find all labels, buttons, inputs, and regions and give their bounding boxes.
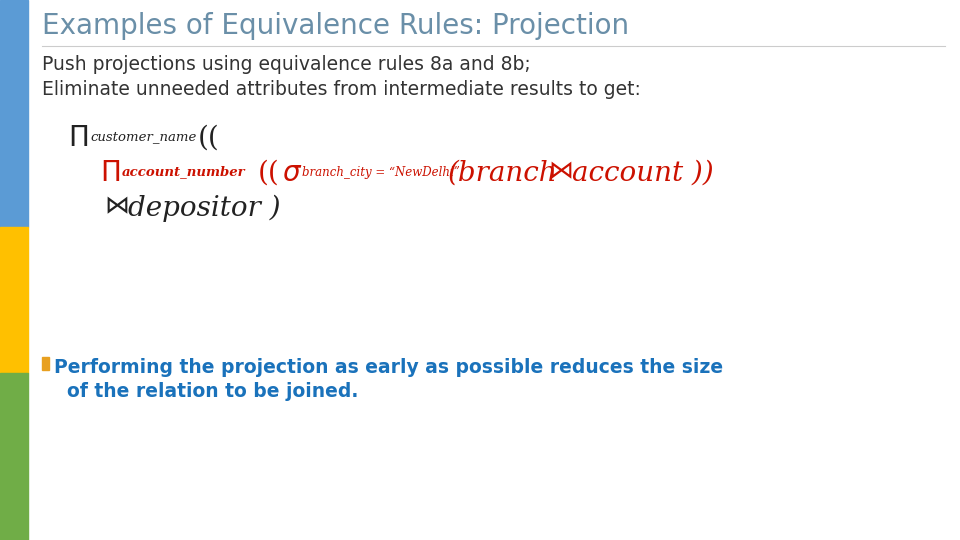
Text: (branch: (branch [448, 160, 558, 187]
Bar [0, 227, 28, 373]
Text: of the relation to be joined.: of the relation to be joined. [54, 382, 358, 401]
Bar [0, 0, 28, 227]
Bar [42, 357, 49, 370]
Text: customer_name: customer_name [90, 130, 197, 143]
Text: account )): account )) [572, 160, 713, 187]
Text: $\bowtie$: $\bowtie$ [544, 160, 573, 183]
Text: Push projections using equivalence rules 8a and 8b;: Push projections using equivalence rules… [42, 55, 531, 74]
Text: $\bowtie$: $\bowtie$ [100, 195, 130, 218]
Text: Eliminate unneeded attributes from intermediate results to get:: Eliminate unneeded attributes from inter… [42, 80, 641, 99]
Bar [0, 373, 28, 540]
Text: branch_city = “NewDelhi”: branch_city = “NewDelhi” [302, 166, 460, 179]
Text: depositor ): depositor ) [128, 195, 280, 222]
Text: Performing the projection as early as possible reduces the size: Performing the projection as early as po… [54, 358, 723, 377]
Text: ((: (( [258, 160, 279, 187]
Text: Examples of Equivalence Rules: Projection: Examples of Equivalence Rules: Projectio… [42, 12, 629, 40]
Text: $\Pi$: $\Pi$ [68, 125, 88, 152]
Text: account_number: account_number [122, 165, 246, 178]
Text: $\sigma$: $\sigma$ [282, 160, 302, 187]
Text: $\Pi$: $\Pi$ [100, 160, 120, 187]
Text: ((: (( [198, 125, 220, 152]
